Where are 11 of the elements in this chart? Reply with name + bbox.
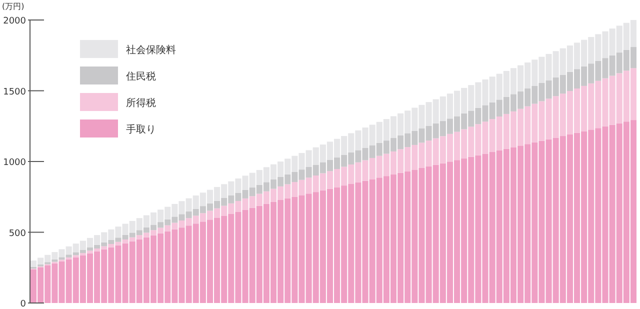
legend-label: 住民税 — [126, 70, 156, 82]
y-tick-label: 1000 — [3, 158, 26, 168]
legend-label: 社会保険料 — [126, 44, 176, 56]
y-tick-label: 2000 — [3, 16, 26, 26]
y-tick-label: 500 — [8, 228, 26, 239]
legend-label: 所得税 — [126, 97, 156, 109]
bar — [52, 259, 58, 262]
y-axis-title: (万円) — [2, 2, 24, 11]
legend-label: 手取り — [126, 124, 156, 136]
y-tick-label: 1500 — [3, 87, 26, 98]
y-tick-label: 0 — [20, 300, 26, 309]
